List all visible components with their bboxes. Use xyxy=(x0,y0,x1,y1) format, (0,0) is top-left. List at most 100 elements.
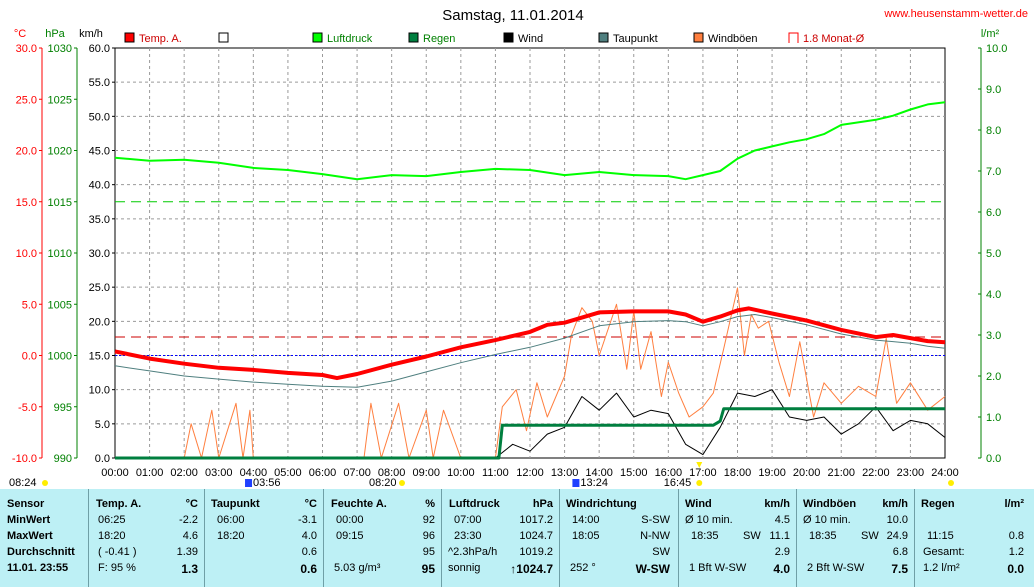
row-label-current: 11.01. 23:55 xyxy=(7,562,69,574)
taupunkt-max-value: 4.0 xyxy=(301,530,317,542)
wind-tick-label: 40.0 xyxy=(89,180,110,192)
legend-item xyxy=(218,32,229,43)
sensor-column: Sensor MinWert MaxWert Durchschnitt 11.0… xyxy=(0,489,89,587)
sunrise-label: 03:56 xyxy=(253,477,281,489)
pressure-tick-label: 1030 xyxy=(48,43,72,55)
windboeen-unit: km/h xyxy=(882,498,908,510)
x-tick-label: 00:00 xyxy=(101,467,129,479)
regen-header: Regen xyxy=(921,498,955,510)
regen-max-value: 0.8 xyxy=(1008,530,1024,542)
windrichtung-avg-value: SW xyxy=(652,546,670,558)
temp-tick-label: -5.0 xyxy=(18,402,37,414)
windboeen-avg10-value: 10.0 xyxy=(886,514,908,526)
legend-swatch xyxy=(312,32,323,43)
temp-tick-label: 25.0 xyxy=(16,94,37,106)
x-tick-label: 18:00 xyxy=(724,467,752,479)
legend-label: Windböen xyxy=(708,33,758,45)
temp-min-value: -2.2 xyxy=(179,514,198,526)
temp-axis-unit: °C xyxy=(14,28,26,40)
temp-humidity-note: F: 95 % xyxy=(98,562,136,574)
wind-tick-label: 15.0 xyxy=(89,351,110,363)
x-tick-label: 15:00 xyxy=(620,467,648,479)
rain-tick-label: 7.0 xyxy=(986,166,1001,178)
x-tick-label: 21:00 xyxy=(827,467,855,479)
taupunkt-avg-value: 0.6 xyxy=(301,546,317,558)
feuchte-column: Feuchte A. % 00:00 92 09:15 96 95 5.03 g… xyxy=(324,489,442,587)
time-marks: 08:24 03:56 08:20 13:24 16:45 xyxy=(9,462,954,489)
pressure-axis-unit: hPa xyxy=(45,28,65,40)
temp-max-time: 18:20 xyxy=(98,530,126,542)
x-tick-label: 22:00 xyxy=(862,467,890,479)
rain-tick-label: 0.0 xyxy=(986,453,1001,465)
x-tick-label: 11:00 xyxy=(482,467,509,479)
x-tick-label: 24:00 xyxy=(931,467,959,479)
feuchte-max-value: 96 xyxy=(422,530,435,542)
windboeen-header: Windböen xyxy=(803,498,857,510)
rain-tick-label: 6.0 xyxy=(986,207,1001,219)
x-tick-label: 02:00 xyxy=(170,467,198,479)
legend-item: Windböen xyxy=(693,32,758,45)
sensor-header: Sensor xyxy=(7,498,45,510)
regen-unit: l/m² xyxy=(1004,498,1024,510)
rain-tick-label: 5.0 xyxy=(986,248,1001,260)
temp-current-value: 1.3 xyxy=(181,562,198,576)
temp-column: Temp. A. °C 06:25 -2.2 18:20 4.6 ( -0.41… xyxy=(89,489,205,587)
wind-tick-label: 45.0 xyxy=(89,146,110,158)
row-label-max: MaxWert xyxy=(7,530,53,542)
luftdruck-max-value: 1024.7 xyxy=(519,530,553,542)
sun-icon xyxy=(948,480,954,486)
regen-total-value: 1.2 xyxy=(1008,546,1024,558)
legend-swatch xyxy=(693,32,704,43)
x-tick-label: 16:00 xyxy=(655,467,683,479)
x-tick-label: 09:00 xyxy=(412,467,440,479)
pressure-tick-label: 1015 xyxy=(48,197,72,209)
legend-swatch xyxy=(218,32,229,43)
pressure-tick-label: 1010 xyxy=(48,248,72,260)
x-tick-label: 14:00 xyxy=(585,467,613,479)
windrichtung-min-value: S-SW xyxy=(641,514,670,526)
pressure-tick-label: 995 xyxy=(54,402,72,414)
windrichtung-max-time: 18:05 xyxy=(572,530,600,542)
windboeen-beaufort: 2 Bft W-SW xyxy=(807,562,865,574)
regen-amount: 1.2 l/m² xyxy=(923,562,960,574)
temp-tick-label: 0.0 xyxy=(22,351,37,363)
series-line-taupunkt xyxy=(114,314,946,388)
legend-label: Taupunkt xyxy=(613,33,658,45)
wind-unit: km/h xyxy=(764,498,790,510)
legend-swatch xyxy=(408,32,419,43)
chart-title: Samstag, 11.01.2014 xyxy=(442,7,584,24)
temp-avg-value: 1.39 xyxy=(176,546,198,558)
chart-legend: Temp. A. Luftdruck Regen Wind Taupunkt Windbö… xyxy=(124,32,865,45)
legend-item: 1.8 Monat-Ø xyxy=(788,32,865,45)
windboeen-max-time: 18:35 xyxy=(809,530,837,542)
windboeen-avg10-label: Ø 10 min. xyxy=(803,514,851,526)
website-link[interactable]: www.heusenstamm-wetter.de xyxy=(883,8,1028,20)
luftdruck-current-value: ↑1024.7 xyxy=(510,562,553,576)
solar-noon-label: 13:24 xyxy=(580,477,608,489)
windboeen-current-value: 7.5 xyxy=(891,562,908,576)
series-line-temp-a xyxy=(114,306,946,381)
windrichtung-max-value: N-NW xyxy=(640,530,670,542)
pressure-tick-label: 1020 xyxy=(48,146,72,158)
windboeen-column: Windböen km/h Ø 10 min. 10.0 18:35 SW 24… xyxy=(797,489,915,587)
wind-tick-label: 10.0 xyxy=(89,385,110,397)
temp-tick-label: 10.0 xyxy=(16,248,37,260)
wind-tick-label: 25.0 xyxy=(89,282,110,294)
temp-tick-label: -10.0 xyxy=(12,453,37,465)
wind-avg-value: 2.9 xyxy=(774,546,790,558)
wind-tick-label: 60.0 xyxy=(89,43,110,55)
rain-tick-label: 9.0 xyxy=(986,84,1001,96)
temp-tick-label: 30.0 xyxy=(16,43,37,55)
regen-max-time: 11:15 xyxy=(927,530,954,542)
luftdruck-unit: hPa xyxy=(532,498,553,510)
rain-tick-label: 4.0 xyxy=(986,289,1001,301)
row-label-min: MinWert xyxy=(7,514,51,526)
wind-column: Wind km/h Ø 10 min. 4.5 18:35 SW 11.1 2.… xyxy=(679,489,797,587)
luftdruck-column: Luftdruck hPa 07:00 1017.2 23:30 1024.7 … xyxy=(442,489,560,587)
temp-min-time: 06:25 xyxy=(98,514,126,526)
luftdruck-forecast: sonnig xyxy=(448,562,481,574)
windrichtung-min-time: 14:00 xyxy=(572,514,600,526)
wind-tick-label: 5.0 xyxy=(95,419,110,431)
wind-current-value: 4.0 xyxy=(773,562,790,576)
pressure-tick-label: 1025 xyxy=(48,94,72,106)
